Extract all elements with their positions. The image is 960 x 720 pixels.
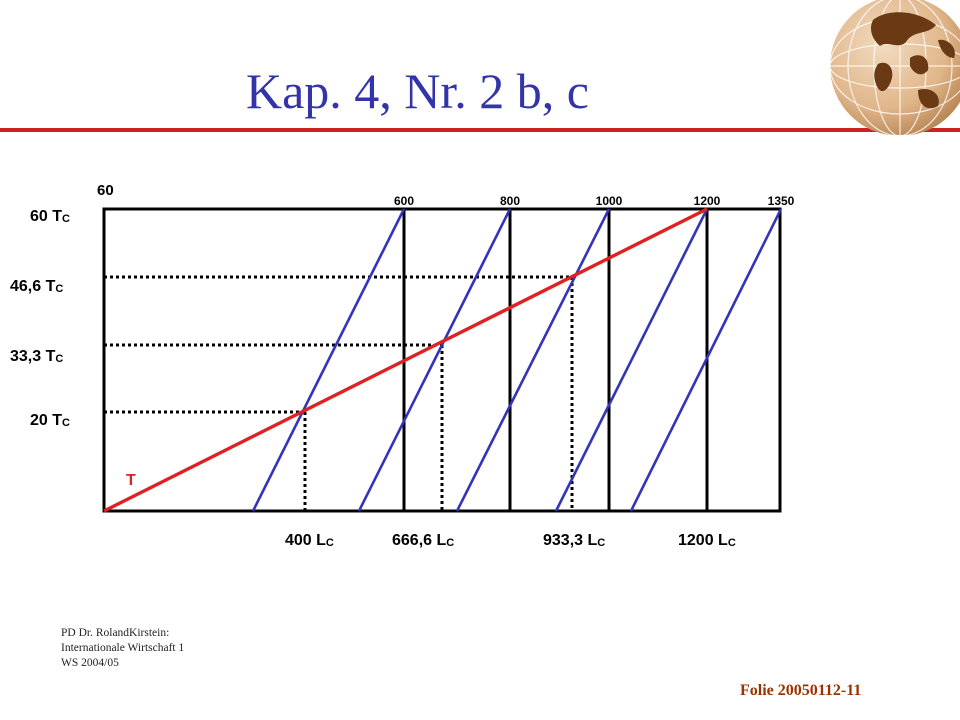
blue-line-600 xyxy=(251,208,406,512)
y-label-33-3-value: 33,3 T xyxy=(10,348,56,365)
x-top-label-600: 600 xyxy=(394,194,414,208)
blue-line-1200 xyxy=(554,208,709,512)
x-label-1200: 1200 LC xyxy=(678,532,736,549)
x-label-933-3: 933,3 LC xyxy=(543,532,605,549)
y-label-60-sub: C xyxy=(62,213,70,225)
x-top-label-1350: 1350 xyxy=(768,194,795,208)
x-label-666-6: 666,6 LC xyxy=(392,532,454,549)
blue-line-800 xyxy=(357,208,512,512)
y-label-20-sub: C xyxy=(62,417,70,429)
curve-label-t: T xyxy=(126,472,136,489)
blue-line-1350 xyxy=(629,208,783,512)
x-label-666-6-sub: C xyxy=(446,537,454,549)
title-underline xyxy=(0,128,960,132)
y-label-20-value: 20 T xyxy=(30,412,62,429)
y-label-46-6-sub: C xyxy=(55,283,63,295)
y-label-60-value: 60 T xyxy=(30,208,62,225)
footer-line-2: Internationale Wirtschaft 1 xyxy=(61,642,185,654)
x-label-400: 400 LC xyxy=(285,532,334,549)
x-label-666-6-value: 666,6 L xyxy=(392,532,446,549)
slide-number: Folie 20050112-11 xyxy=(740,682,862,699)
y-label-46-6: 46,6 TC xyxy=(10,278,63,295)
x-label-400-value: 400 L xyxy=(285,532,326,549)
x-top-label-800: 800 xyxy=(500,194,520,208)
x-label-1200-sub: C xyxy=(728,537,736,549)
y-label-33-3-sub: C xyxy=(55,353,63,365)
y-top-label: 60 xyxy=(97,182,114,199)
x-label-1200-value: 1200 L xyxy=(678,532,728,549)
x-label-400-sub: C xyxy=(326,537,334,549)
footer-info: PD Dr. RolandKirstein: Internationale Wi… xyxy=(61,626,184,671)
footer-line-3: WS 2004/05 xyxy=(61,657,119,669)
footer-line-1: PD Dr. RolandKirstein: xyxy=(61,627,170,639)
y-label-33-3: 33,3 TC xyxy=(10,348,63,365)
box-frame xyxy=(102,207,782,513)
globe-icon xyxy=(829,0,960,135)
red-line-t xyxy=(103,207,708,513)
y-label-60: 60 TC xyxy=(30,208,70,225)
x-label-933-3-sub: C xyxy=(597,537,605,549)
blue-line-1000 xyxy=(455,208,611,512)
y-label-20: 20 TC xyxy=(30,412,70,429)
x-top-label-1200: 1200 xyxy=(694,194,721,208)
slide-title: Kap. 4, Nr. 2 b, c xyxy=(246,63,589,119)
x-top-label-1000: 1000 xyxy=(596,194,623,208)
x-label-933-3-value: 933,3 L xyxy=(543,532,597,549)
y-label-46-6-value: 46,6 T xyxy=(10,278,56,295)
